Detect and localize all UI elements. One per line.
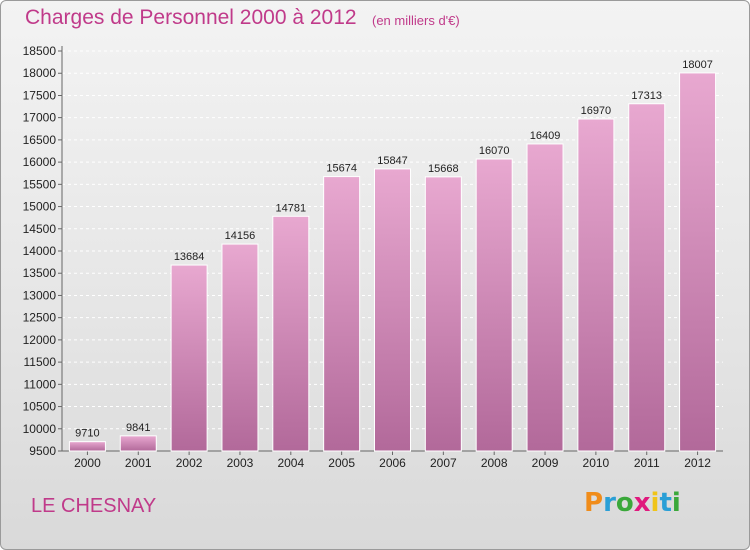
value-label-2003: 14156 xyxy=(225,230,256,242)
y-tick-label: 13000 xyxy=(23,288,57,302)
value-label-2001: 9841 xyxy=(126,422,150,434)
x-tick-label-2007: 2007 xyxy=(430,456,457,470)
y-tick-label: 14000 xyxy=(23,244,57,258)
bar-2012 xyxy=(679,72,717,452)
y-tick-label: 9500 xyxy=(29,444,56,458)
logo-letter: o xyxy=(615,488,634,518)
value-label-2005: 15674 xyxy=(326,163,357,175)
y-tick-label: 17000 xyxy=(23,111,57,125)
bar-2006 xyxy=(374,168,411,452)
x-tick-label-2009: 2009 xyxy=(532,456,559,470)
bar-2001 xyxy=(119,435,157,452)
y-tick-label: 12500 xyxy=(23,311,57,325)
y-tick-label: 15000 xyxy=(23,200,57,214)
y-tick-label: 18500 xyxy=(23,44,57,58)
x-tick-label-2010: 2010 xyxy=(583,456,610,470)
bar-2004 xyxy=(272,215,310,452)
x-tick-label-2005: 2005 xyxy=(328,456,355,470)
value-label-2007: 15668 xyxy=(428,163,459,175)
y-tick-label: 14500 xyxy=(23,222,57,236)
x-tick-label-2012: 2012 xyxy=(684,456,711,470)
chart-subtitle: (en milliers d'€) xyxy=(372,13,460,28)
bar-2000 xyxy=(68,441,106,452)
y-tick-label: 11500 xyxy=(24,355,57,369)
x-tick-label-2001: 2001 xyxy=(125,456,152,470)
logo-letter: r xyxy=(603,488,616,518)
bar-2002 xyxy=(170,264,208,452)
value-label-2010: 16970 xyxy=(581,105,612,117)
x-tick-label-2006: 2006 xyxy=(379,456,406,470)
logo-letter: x xyxy=(633,488,651,518)
bar-2010 xyxy=(577,118,615,452)
logo-letter: i xyxy=(671,488,681,518)
logo-letter: t xyxy=(659,488,672,518)
y-tick-label: 10000 xyxy=(23,422,57,436)
value-label-2000: 9710 xyxy=(75,428,99,440)
chart-title: Charges de Personnel 2000 à 2012 xyxy=(25,6,357,29)
y-tick-labels: 9500 10000 10500 11000 11500 12000 12500 13000 1… xyxy=(23,44,57,458)
y-tick-label: 11000 xyxy=(24,377,57,391)
y-tick-label: 16000 xyxy=(23,155,57,169)
bar-2007 xyxy=(424,176,462,452)
value-labels: 9710 9841 13684 14156 14781 15674 15847 15668 16… xyxy=(75,59,713,440)
commune-name: LE CHESNAY xyxy=(31,495,157,517)
x-tick-label-2000: 2000 xyxy=(74,456,101,470)
y-tick-label: 15500 xyxy=(23,177,57,191)
value-label-2006: 15847 xyxy=(377,155,408,167)
y-tick-label: 17500 xyxy=(23,88,57,102)
x-tick-label-2003: 2003 xyxy=(227,456,254,470)
value-label-2012: 18007 xyxy=(682,59,713,71)
bar-2008 xyxy=(475,158,513,452)
logo-letter: i xyxy=(650,488,660,518)
bars xyxy=(68,72,717,452)
x-tick-label-2004: 2004 xyxy=(277,456,304,470)
x-tick-label-2002: 2002 xyxy=(176,456,203,470)
bar-2011 xyxy=(628,103,666,452)
x-tick-label-2008: 2008 xyxy=(481,456,508,470)
y-tick-label: 16500 xyxy=(23,133,57,147)
logo-letter: P xyxy=(584,488,604,518)
value-label-2008: 16070 xyxy=(479,145,510,157)
value-label-2011: 17313 xyxy=(631,90,662,102)
bar-2003 xyxy=(221,243,259,452)
y-tick-label: 18000 xyxy=(23,66,57,80)
y-tick-label: 13500 xyxy=(23,266,57,280)
bar-2009 xyxy=(526,143,564,452)
y-tick-label: 10500 xyxy=(23,400,57,414)
x-tick-labels: 2000 2001 2002 2003 2004 2005 2006 2007 2008 2009… xyxy=(74,456,711,470)
proxiti-logo: Proxiti xyxy=(584,488,681,518)
value-label-2002: 13684 xyxy=(174,251,205,263)
y-tick-label: 12000 xyxy=(23,333,57,347)
value-label-2004: 14781 xyxy=(276,202,307,214)
bar-2005 xyxy=(323,176,361,452)
value-label-2009: 16409 xyxy=(530,130,561,142)
x-tick-label-2011: 2011 xyxy=(634,456,660,470)
